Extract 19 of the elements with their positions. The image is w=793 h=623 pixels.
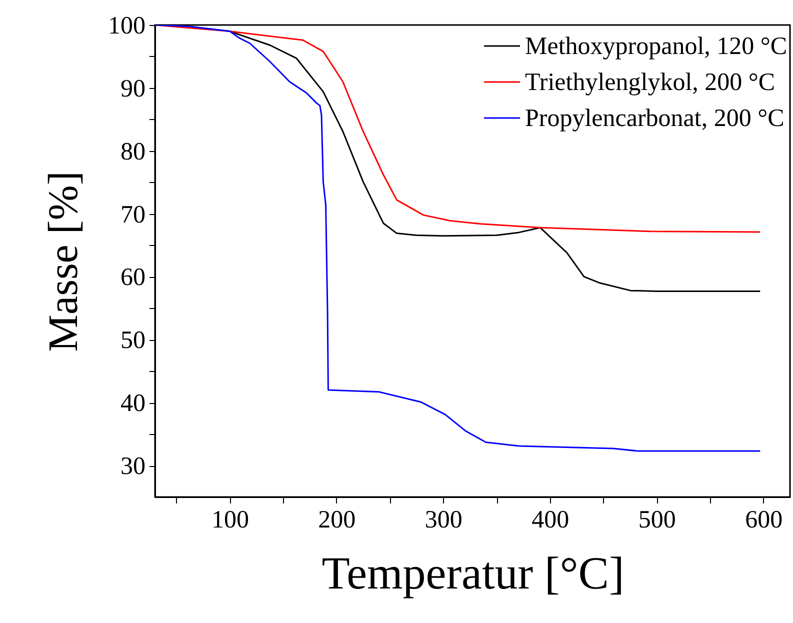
- x-tick-label: 200: [318, 506, 356, 534]
- x-tick-label: 400: [532, 506, 570, 534]
- x-tick-label: 100: [211, 506, 249, 534]
- legend-label: Methoxypropanol, 120 °C: [525, 33, 788, 60]
- y-tick-label: 40: [120, 390, 146, 418]
- x-tick-label: 600: [745, 506, 783, 534]
- x-tick-label: 300: [424, 506, 462, 534]
- y-tick-label: 50: [120, 327, 146, 354]
- y-tick-label: 60: [120, 264, 146, 292]
- y-tick-label: 100: [108, 12, 146, 40]
- legend-label: Triethylenglykol, 200 °C: [525, 69, 776, 96]
- y-tick-label: 30: [120, 453, 146, 480]
- x-tick-label: 500: [638, 506, 676, 534]
- y-tick-label: 70: [120, 201, 146, 228]
- y-tick-label: 80: [120, 138, 146, 166]
- legend-label: Propylencarbonat, 200 °C: [525, 105, 784, 132]
- x-axis-title: Temperatur [°C]: [322, 548, 624, 598]
- y-tick-label: 90: [120, 75, 146, 102]
- y-axis-title: Masse [%]: [41, 171, 87, 352]
